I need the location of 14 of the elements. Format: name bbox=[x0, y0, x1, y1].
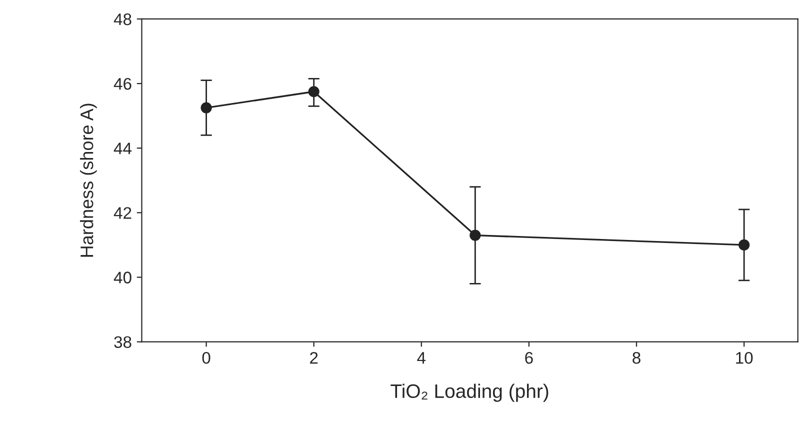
y-tick-label: 48 bbox=[114, 13, 132, 26]
x-tick-label: 0 bbox=[202, 352, 210, 364]
y-tick-label: 42 bbox=[114, 207, 132, 219]
x-axis-title: TiO₂ Loading (phr) bbox=[390, 384, 548, 402]
x-tick-label: 2 bbox=[310, 352, 318, 364]
y-tick-label: 38 bbox=[114, 336, 132, 348]
y-tick-label: 46 bbox=[114, 78, 132, 90]
x-tick-label: 4 bbox=[417, 352, 426, 364]
x-tick-label: 8 bbox=[632, 352, 640, 364]
y-tick-label: 44 bbox=[114, 142, 132, 154]
x-tick-label: 6 bbox=[525, 352, 533, 364]
y-tick-label: 40 bbox=[114, 272, 132, 284]
x-tick-label: 10 bbox=[736, 352, 753, 364]
y-axis-title: Hardness (shore A) bbox=[80, 104, 97, 257]
